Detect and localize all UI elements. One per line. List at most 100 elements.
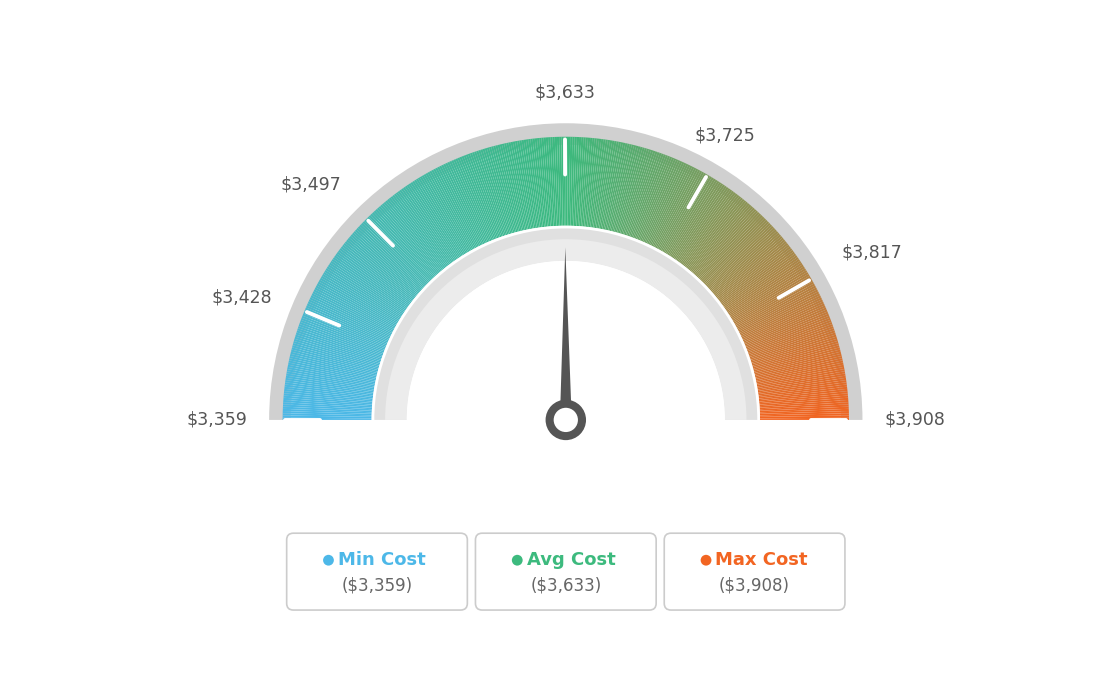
Wedge shape	[417, 177, 466, 255]
Wedge shape	[752, 337, 837, 364]
Wedge shape	[554, 137, 560, 226]
FancyBboxPatch shape	[665, 533, 845, 610]
Wedge shape	[708, 226, 774, 288]
Wedge shape	[725, 259, 800, 310]
Wedge shape	[283, 411, 372, 415]
Wedge shape	[330, 261, 405, 312]
Wedge shape	[424, 174, 469, 252]
Text: $3,908: $3,908	[884, 411, 945, 429]
Wedge shape	[468, 153, 500, 238]
Wedge shape	[751, 333, 836, 362]
Wedge shape	[365, 218, 429, 283]
Wedge shape	[316, 286, 395, 329]
Wedge shape	[287, 367, 375, 385]
Wedge shape	[541, 137, 551, 226]
Wedge shape	[337, 252, 410, 306]
Wedge shape	[385, 200, 443, 270]
Wedge shape	[283, 417, 372, 420]
Wedge shape	[724, 255, 797, 308]
Wedge shape	[312, 291, 393, 333]
Wedge shape	[459, 157, 495, 240]
Wedge shape	[651, 166, 692, 246]
Wedge shape	[357, 228, 423, 289]
Wedge shape	[587, 139, 599, 227]
Wedge shape	[512, 141, 531, 229]
Wedge shape	[301, 317, 384, 351]
Wedge shape	[633, 155, 666, 238]
Wedge shape	[760, 404, 849, 411]
Wedge shape	[755, 356, 842, 377]
Wedge shape	[329, 263, 404, 313]
Wedge shape	[425, 173, 471, 251]
Wedge shape	[709, 228, 775, 289]
Wedge shape	[576, 137, 584, 226]
Wedge shape	[757, 371, 846, 388]
Wedge shape	[601, 141, 619, 229]
Wedge shape	[284, 395, 372, 404]
Wedge shape	[567, 137, 571, 226]
Wedge shape	[372, 226, 760, 420]
Wedge shape	[734, 279, 813, 325]
Wedge shape	[740, 295, 821, 336]
Wedge shape	[698, 212, 760, 278]
Wedge shape	[336, 253, 408, 307]
Wedge shape	[732, 274, 809, 321]
Wedge shape	[559, 137, 563, 226]
Wedge shape	[358, 226, 424, 288]
Wedge shape	[565, 137, 569, 226]
Wedge shape	[596, 140, 613, 228]
Wedge shape	[681, 192, 736, 265]
Wedge shape	[317, 284, 395, 328]
Wedge shape	[723, 253, 796, 307]
Wedge shape	[662, 174, 708, 252]
Wedge shape	[447, 162, 486, 244]
Wedge shape	[718, 243, 788, 299]
Wedge shape	[403, 187, 455, 261]
Wedge shape	[754, 350, 840, 373]
Wedge shape	[405, 186, 457, 260]
Text: $3,359: $3,359	[187, 411, 247, 429]
Wedge shape	[335, 255, 407, 308]
Wedge shape	[616, 146, 640, 233]
Wedge shape	[287, 369, 374, 386]
Text: $3,817: $3,817	[842, 244, 903, 262]
Wedge shape	[756, 365, 843, 384]
Wedge shape	[338, 250, 411, 304]
Polygon shape	[242, 422, 890, 447]
Wedge shape	[466, 155, 499, 238]
Wedge shape	[291, 347, 378, 372]
Wedge shape	[744, 310, 827, 346]
Wedge shape	[719, 246, 790, 302]
Wedge shape	[454, 159, 490, 242]
Wedge shape	[556, 137, 561, 226]
Text: ($3,359): ($3,359)	[341, 577, 413, 595]
Wedge shape	[742, 299, 822, 339]
Wedge shape	[548, 137, 555, 226]
Wedge shape	[575, 137, 582, 226]
Wedge shape	[302, 314, 385, 348]
Wedge shape	[422, 175, 468, 253]
Wedge shape	[746, 314, 829, 348]
Wedge shape	[361, 223, 426, 286]
Wedge shape	[753, 343, 839, 368]
Wedge shape	[731, 272, 808, 319]
Wedge shape	[758, 384, 847, 397]
Wedge shape	[295, 335, 381, 363]
Wedge shape	[627, 151, 658, 236]
Wedge shape	[631, 153, 664, 238]
Circle shape	[512, 555, 522, 566]
Wedge shape	[364, 219, 428, 284]
Wedge shape	[284, 393, 372, 403]
Wedge shape	[648, 164, 689, 245]
Wedge shape	[473, 152, 503, 237]
Wedge shape	[328, 264, 403, 315]
Wedge shape	[496, 145, 519, 232]
Wedge shape	[325, 270, 401, 319]
Wedge shape	[408, 184, 459, 259]
Wedge shape	[740, 293, 820, 335]
Wedge shape	[284, 397, 372, 406]
Wedge shape	[500, 144, 522, 231]
Wedge shape	[614, 146, 638, 233]
Wedge shape	[374, 228, 757, 420]
Wedge shape	[452, 160, 489, 242]
